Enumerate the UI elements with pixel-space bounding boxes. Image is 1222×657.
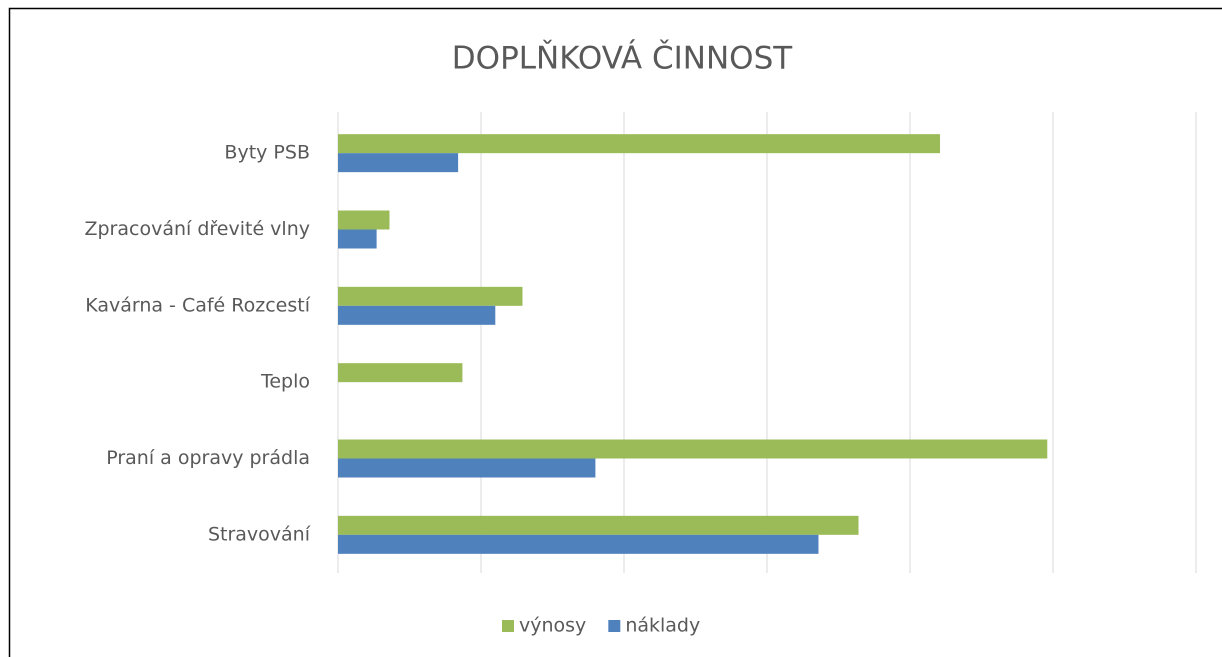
y-tick-label: Byty PSB [224, 142, 310, 164]
y-tick-label: Zpracování dřevité vlny [84, 218, 310, 240]
bar [338, 458, 596, 478]
legend-swatch [608, 620, 621, 632]
bar [338, 134, 941, 154]
bar [338, 153, 459, 173]
legend-label: výnosy [519, 615, 586, 637]
y-tick-label: Teplo [260, 371, 310, 393]
bar [338, 305, 496, 325]
bar [338, 363, 463, 383]
bar [338, 439, 1048, 459]
bar [338, 286, 523, 306]
legend-label: náklady [625, 615, 700, 637]
chart-border [8, 7, 1222, 657]
bar [338, 210, 390, 230]
y-tick-label: Stravování [208, 523, 311, 545]
legend-swatch [502, 620, 514, 632]
y-tick-label: Kavárna - Café Rozcestí [85, 294, 311, 316]
bar [338, 229, 377, 249]
bar [338, 534, 819, 554]
y-tick-label: Praní a opravy prádla [106, 447, 310, 469]
bar [338, 515, 859, 535]
chart-title: DOPLŇKOVÁ ČINNOST [452, 40, 793, 77]
